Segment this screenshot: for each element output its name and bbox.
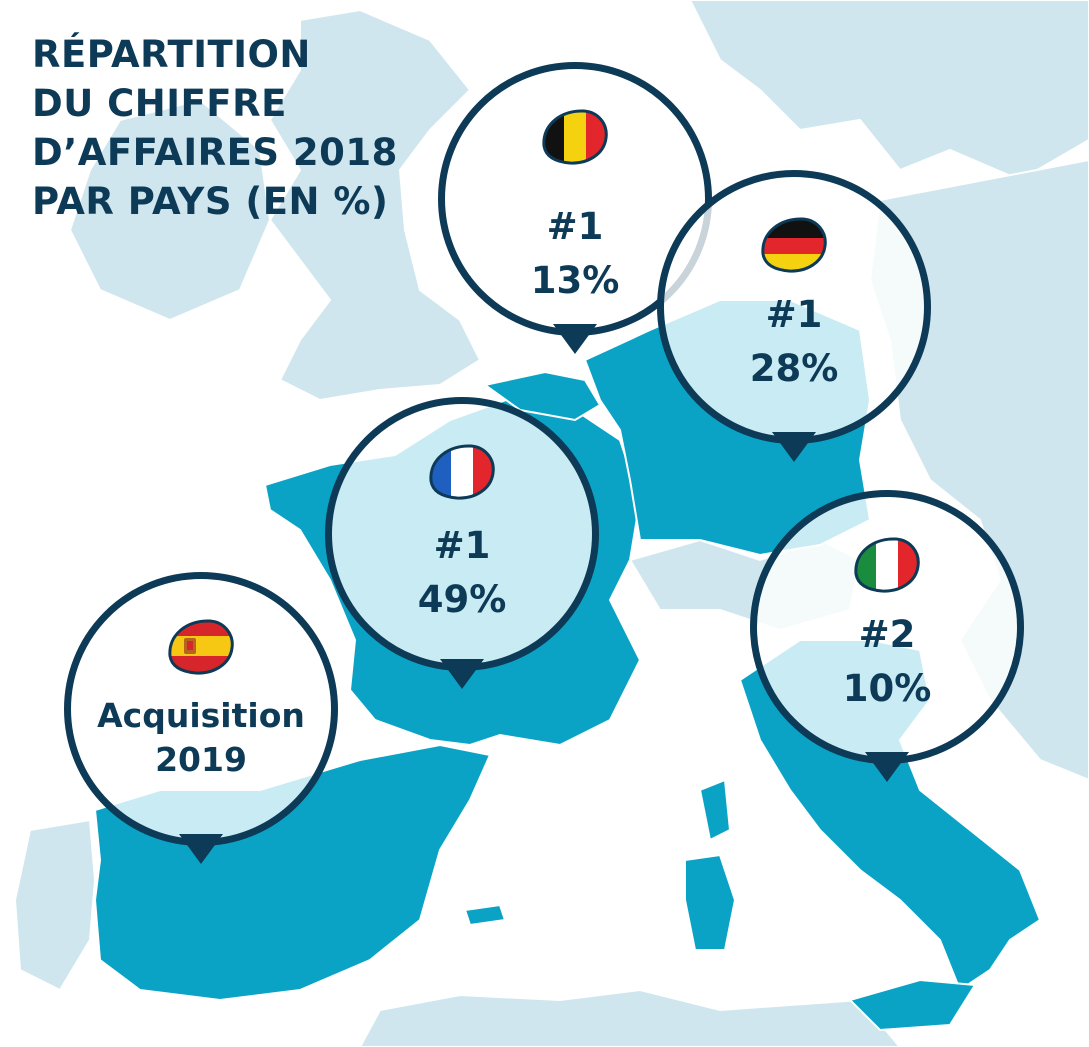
ireland xyxy=(68,98,272,322)
marker-spain[interactable]: Acquisition 2019 xyxy=(64,572,338,884)
belgium-flag-icon xyxy=(542,109,608,165)
status-text: Acquisition xyxy=(97,696,305,735)
marker-pointer xyxy=(865,752,909,782)
marker-bubble xyxy=(657,170,931,444)
title-line-2: DU CHIFFRE xyxy=(32,82,287,125)
title-line-1: RÉPARTITION xyxy=(32,33,311,76)
marker-pointer xyxy=(179,834,223,864)
marker-label: #1 13% xyxy=(438,200,712,308)
rank-text: #1 xyxy=(765,293,823,336)
marker-label: #2 10% xyxy=(750,608,1024,716)
year-text: 2019 xyxy=(155,740,247,779)
title-line-3: D’AFFAIRES 2018 xyxy=(32,131,398,174)
balearic-islands xyxy=(463,903,507,927)
great-britain xyxy=(268,8,482,402)
share-text: 28% xyxy=(749,347,839,390)
share-text: 49% xyxy=(417,578,507,621)
marker-france[interactable]: #1 49% xyxy=(325,397,599,709)
marker-italy[interactable]: #2 10% xyxy=(750,490,1024,802)
sardinia xyxy=(684,853,737,951)
italy-flag-icon xyxy=(854,537,920,593)
title-line-4: PAR PAYS (EN %) xyxy=(32,180,389,223)
marker-pointer xyxy=(440,659,484,689)
marker-germany[interactable]: #1 28% xyxy=(657,170,931,482)
marker-bubble xyxy=(325,397,599,671)
sicily xyxy=(848,978,977,1032)
portugal xyxy=(13,818,97,992)
marker-label: Acquisition 2019 xyxy=(64,694,338,782)
scandinavia xyxy=(688,0,1089,182)
map-title: RÉPARTITION DU CHIFFRE D’AFFAIRES 2018 P… xyxy=(32,30,398,226)
france-flag-icon xyxy=(429,444,495,500)
share-text: 10% xyxy=(842,667,932,710)
spain-flag-icon xyxy=(168,619,234,675)
share-text: 13% xyxy=(530,259,620,302)
rank-text: #1 xyxy=(546,205,604,248)
corsica xyxy=(698,778,732,842)
germany-flag-icon xyxy=(761,217,827,273)
rank-text: #1 xyxy=(433,524,491,567)
rank-text: #2 xyxy=(858,613,916,656)
marker-pointer xyxy=(553,324,597,354)
marker-label: #1 49% xyxy=(325,519,599,627)
marker-pointer xyxy=(772,432,816,462)
north-africa xyxy=(358,988,902,1047)
marker-label: #1 28% xyxy=(657,288,931,396)
